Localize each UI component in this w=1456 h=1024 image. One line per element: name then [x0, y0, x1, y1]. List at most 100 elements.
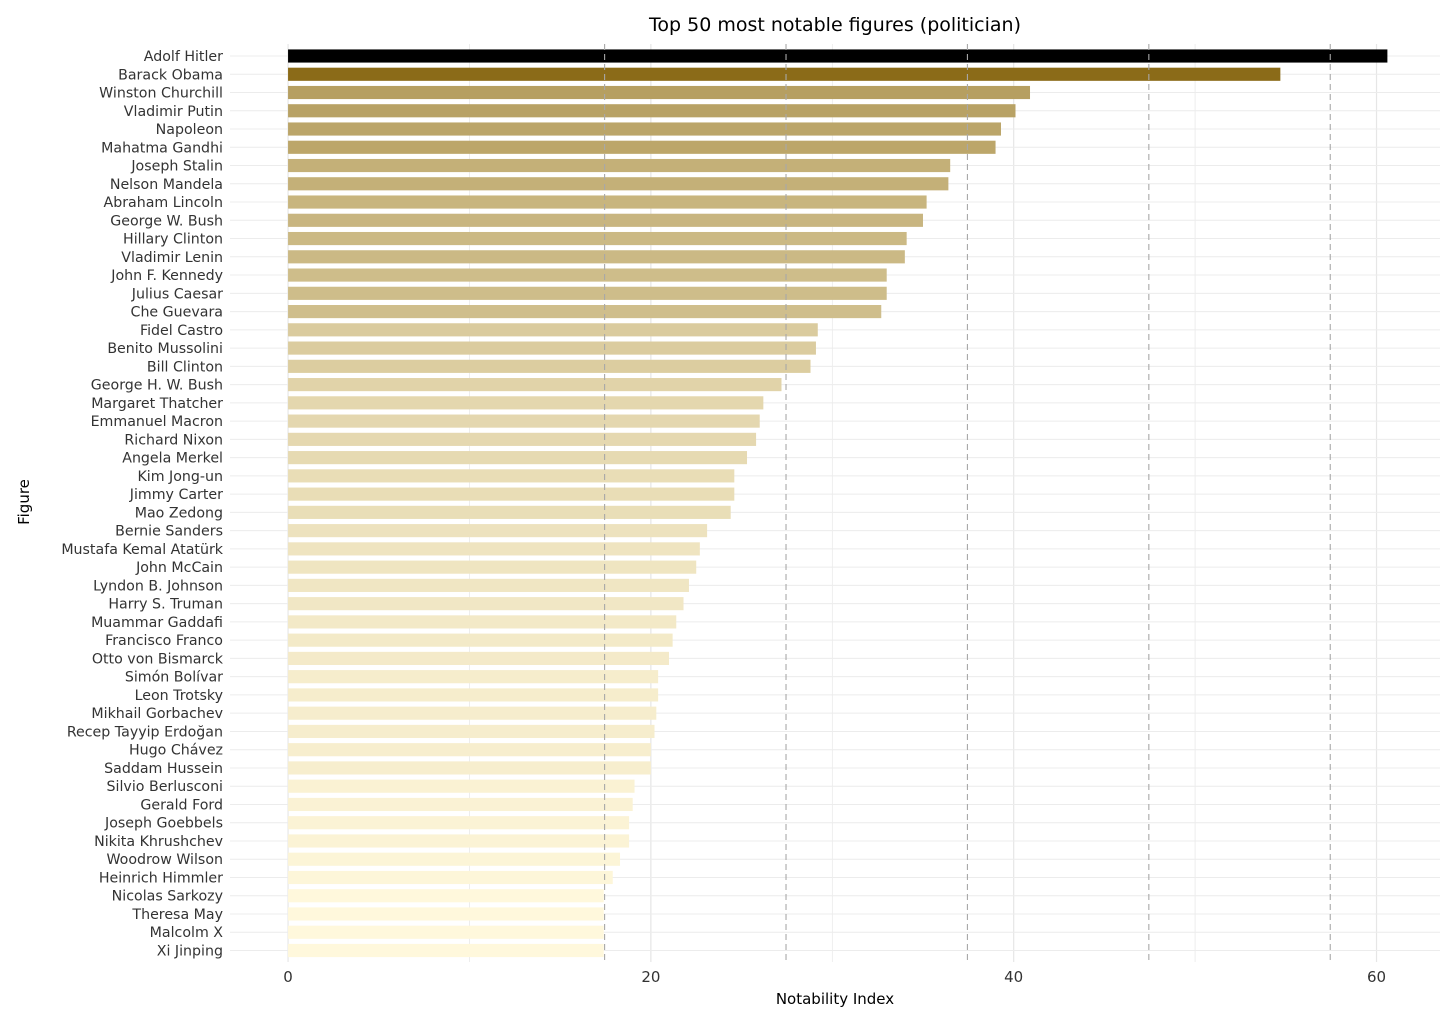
- y-tick-label: Saddam Hussein: [104, 761, 223, 777]
- y-tick-label: Mustafa Kemal Atatürk: [61, 542, 223, 558]
- bars-layer: [288, 49, 1388, 958]
- y-tick-label: Mahatma Gandhi: [101, 140, 223, 156]
- bar: [288, 943, 604, 958]
- y-tick-label: Simón Bolívar: [125, 670, 223, 686]
- y-tick-label: Kim Jong-un: [137, 469, 223, 485]
- bar: [288, 743, 651, 757]
- bar: [288, 907, 604, 921]
- y-tick-label: Silvio Berlusconi: [107, 779, 223, 795]
- y-tick-label: Recep Tayyip Erdoğan: [67, 724, 223, 740]
- bar: [288, 286, 887, 300]
- bar: [288, 140, 996, 154]
- y-tick-label: Mikhail Gorbachev: [91, 706, 223, 722]
- bar: [288, 779, 635, 793]
- bar: [288, 633, 673, 647]
- y-axis-title: Figure: [15, 479, 33, 525]
- y-tick-label: Winston Churchill: [99, 86, 223, 102]
- x-tick-label: 40: [1004, 968, 1023, 986]
- bar: [288, 396, 764, 410]
- y-tick-label: Theresa May: [131, 907, 223, 923]
- bar: [288, 213, 923, 227]
- y-tick-label: Lyndon B. Johnson: [93, 578, 223, 594]
- bar: [288, 761, 651, 775]
- bar: [288, 177, 949, 191]
- chart-title: Top 50 most notable figures (politician): [648, 14, 1021, 36]
- y-tick-label: Angela Merkel: [122, 451, 223, 467]
- bar: [288, 578, 689, 592]
- bar: [288, 797, 633, 812]
- y-tick-label: Woodrow Wilson: [106, 852, 223, 868]
- bar: [288, 615, 677, 629]
- bar: [288, 359, 811, 373]
- bar: [288, 834, 630, 848]
- bar: [288, 304, 882, 319]
- y-tick-label: Barack Obama: [118, 67, 223, 83]
- bar: [288, 688, 659, 702]
- y-tick-label: Malcolm X: [150, 925, 224, 941]
- bar: [288, 432, 757, 446]
- x-tick-label: 20: [641, 968, 660, 986]
- y-tick-label: Hillary Clinton: [123, 232, 223, 248]
- bar: [288, 870, 613, 885]
- y-tick-label: Joseph Stalin: [130, 159, 223, 175]
- bar: [288, 487, 735, 501]
- y-tick-label: Xi Jinping: [157, 944, 223, 960]
- bar: [288, 195, 927, 209]
- y-tick-label: George H. W. Bush: [91, 378, 223, 394]
- y-tick-label: Otto von Bismarck: [92, 651, 224, 667]
- bar: [288, 560, 697, 574]
- bar: [288, 816, 630, 830]
- bar: [288, 67, 1281, 81]
- bar: [288, 341, 816, 355]
- bar: [288, 268, 887, 282]
- bar: [288, 378, 782, 392]
- y-tick-label: Benito Mussolini: [107, 341, 223, 357]
- bar: [288, 250, 905, 264]
- y-tick-label: John F. Kennedy: [110, 268, 223, 284]
- bar: [288, 85, 1031, 100]
- y-tick-label: Joseph Goebbels: [104, 816, 223, 832]
- y-tick-label: Francisco Franco: [105, 633, 223, 649]
- y-tick-label: Margaret Thatcher: [91, 396, 223, 412]
- bar: [288, 670, 659, 684]
- y-tick-labels: Adolf Hitler Barack Obama Winston Churchil…: [61, 49, 223, 960]
- bar: [288, 651, 670, 665]
- y-tick-label: Jimmy Carter: [129, 487, 223, 503]
- y-tick-label: Fidel Castro: [140, 323, 223, 339]
- bar: [288, 451, 748, 465]
- y-tick-label: Hugo Chávez: [129, 743, 223, 759]
- bar: [288, 49, 1388, 63]
- y-tick-label: John McCain: [135, 560, 223, 576]
- x-axis-title: Notability Index: [776, 990, 894, 1008]
- bar: [288, 231, 907, 246]
- y-tick-label: Muammar Gaddafi: [91, 615, 223, 631]
- y-tick-label: Nicolas Sarkozy: [112, 889, 223, 905]
- bar: [288, 524, 708, 538]
- bar: [288, 158, 951, 173]
- y-tick-label: Nikita Khrushchev: [94, 834, 223, 850]
- x-tick-label: 0: [283, 968, 293, 986]
- bar: [288, 852, 621, 866]
- y-tick-label: Mao Zedong: [135, 505, 223, 521]
- reference-lines: [604, 44, 1331, 962]
- y-tick-label: Emmanuel Macron: [91, 414, 223, 430]
- x-tick-labels: 0 20 40 60: [283, 968, 1386, 986]
- y-tick-label: Leon Trotsky: [135, 688, 223, 704]
- bar: [288, 469, 735, 483]
- y-tick-label: Che Guevara: [131, 305, 223, 321]
- y-tick-label: Abraham Lincoln: [103, 195, 223, 211]
- bar: [288, 724, 655, 739]
- bar: [288, 889, 604, 903]
- y-tick-label: Bill Clinton: [147, 359, 223, 375]
- bar: [288, 323, 818, 337]
- bar: [288, 122, 1001, 136]
- bar: [288, 414, 760, 428]
- y-tick-label: Harry S. Truman: [108, 597, 223, 613]
- bar: [288, 597, 684, 611]
- bar: [288, 505, 731, 519]
- y-tick-label: Adolf Hitler: [144, 49, 223, 65]
- y-tick-label: Napoleon: [156, 122, 223, 138]
- y-tick-label: Julius Caesar: [131, 286, 223, 302]
- bar: [288, 925, 604, 939]
